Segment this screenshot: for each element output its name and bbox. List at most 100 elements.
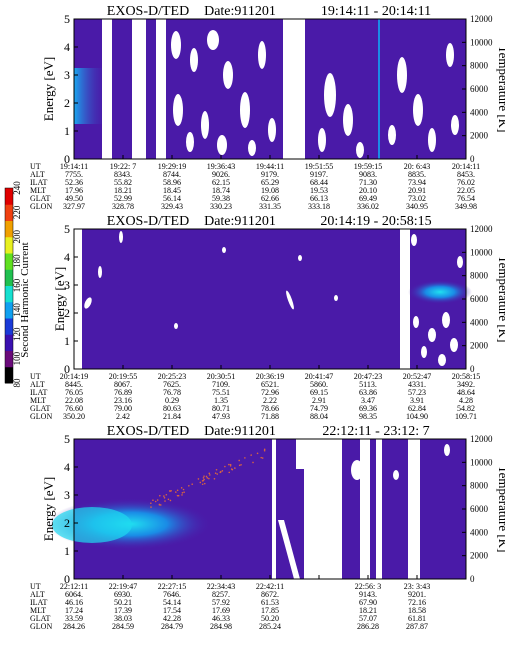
orbit-cell: 33.59: [65, 614, 83, 623]
orbit-row-label: ILAT: [30, 178, 47, 187]
speckle-dot: [240, 463, 242, 466]
y-right-tick-label: 2000: [470, 341, 489, 351]
orbit-cell: 17.85: [261, 606, 279, 615]
panel-1: EXOS-D/TED Date:911201 19:14:11 - 20:14:…: [30, 4, 505, 211]
orbit-cell: 19:36:43: [207, 162, 235, 171]
orbit-cell: 66.13: [310, 194, 328, 203]
y-right-tick-label: 12000: [470, 434, 493, 444]
orbit-cell: 284.59: [112, 622, 134, 631]
colorbar-cell: [5, 269, 13, 286]
orbit-cell: 63.86: [359, 388, 377, 397]
speckle-dot: [176, 489, 179, 492]
speckle-dot: [180, 487, 183, 489]
y-tick-label: 3: [64, 278, 70, 292]
y-right-tick-label: 6000: [470, 504, 489, 514]
speckle-dot: [229, 465, 232, 467]
orbit-cell: 20:36:19: [256, 372, 284, 381]
orbit-cell: 18.21: [359, 606, 377, 615]
orbit-cell: 78.66: [261, 404, 279, 413]
y-tick-label: 3: [64, 68, 70, 82]
orbit-cell: 18.74: [212, 186, 230, 195]
orbit-cell: 22:56: 3: [355, 582, 381, 591]
orbit-cell: 20: 6:43: [404, 162, 430, 171]
colorbar-cell: [5, 285, 13, 303]
orbit-cell: 69.15: [310, 388, 328, 397]
orbit-cell: 349.98: [455, 202, 477, 211]
speckle-dot: [169, 499, 172, 502]
orbit-cell: 6521.: [261, 380, 279, 389]
orbit-cell: 46.33: [212, 614, 230, 623]
orbit-cell: 19:59:15: [354, 162, 382, 171]
speckle-dot: [176, 494, 179, 497]
panel-2: EXOS-D/TED Date:911201 20:14:19 - 20:58:…: [30, 214, 505, 421]
orbit-cell: 17.69: [212, 606, 230, 615]
orbit-row-label: UT: [30, 582, 41, 591]
speckle-dot: [263, 448, 266, 451]
orbit-cell: 59.38: [212, 194, 230, 203]
orbit-cell: 4331.: [408, 380, 426, 389]
y-tick-label: 5: [64, 12, 70, 26]
panel-3-orbit-table: UTALTILATMLTGLATGLON22:12:116064.46.1617…: [30, 582, 430, 631]
speckle-dot: [228, 471, 231, 474]
y-right-tick-label: 10000: [470, 247, 493, 257]
y-right-tick-label: 8000: [470, 271, 489, 281]
y-right-tick-label: 0: [470, 574, 475, 584]
speckle-dot: [159, 494, 161, 497]
orbit-cell: 62.84: [408, 404, 426, 413]
orbit-cell: 19:14:11: [60, 162, 88, 171]
colorbar-cells: [4, 187, 14, 384]
speckle-dot: [228, 463, 230, 466]
speckle-dot: [260, 456, 263, 459]
y-right-tick-label: 0: [470, 154, 475, 164]
orbit-cell: 49.50: [65, 194, 83, 203]
orbit-cell: 88.04: [310, 412, 328, 421]
orbit-cell: 17.24: [65, 606, 83, 615]
orbit-cell: 104.90: [406, 412, 428, 421]
orbit-cell: 284.98: [210, 622, 232, 631]
panel-3-ylabel: Energy [eV]: [41, 477, 56, 541]
orbit-cell: 22.05: [457, 186, 475, 195]
orbit-cell: 57.23: [408, 388, 426, 397]
orbit-cell: 9083.: [359, 170, 377, 179]
orbit-cell: 76.60: [65, 404, 83, 413]
y-tick-label: 0: [64, 362, 70, 376]
orbit-row-label: ALT: [30, 170, 45, 179]
orbit-cell: 80.71: [212, 404, 230, 413]
orbit-cell: 7755.: [65, 170, 83, 179]
orbit-cell: 52.99: [114, 194, 132, 203]
orbit-row-label: UT: [30, 372, 41, 381]
orbit-cell: 73.02: [408, 194, 426, 203]
orbit-row-label: GLON: [30, 412, 52, 421]
orbit-cell: 7109.: [212, 380, 230, 389]
y-right-tick-label: 0: [470, 364, 475, 374]
panel-3-spectrogram: [48, 439, 466, 579]
orbit-row-label: ALT: [30, 590, 45, 599]
speckle-dot: [213, 477, 216, 480]
y-right-tick-label: 6000: [470, 294, 489, 304]
orbit-cell: 20:58:15: [452, 372, 480, 381]
speckle-dot: [209, 474, 211, 476]
orbit-cell: 57.07: [359, 614, 377, 623]
orbit-cell: 9026.: [212, 170, 230, 179]
orbit-cell: 8453.: [457, 170, 475, 179]
orbit-cell: 5860.: [310, 380, 328, 389]
y-right-tick-label: 6000: [470, 84, 489, 94]
y-tick-label: 0: [64, 572, 70, 586]
orbit-row-label: GLON: [30, 622, 52, 631]
orbit-cell: 20:25:23: [158, 372, 186, 381]
speckle-dot: [159, 504, 162, 506]
colorbar-cell: [5, 236, 13, 254]
panel-3-date: Date:911201: [204, 424, 276, 439]
orbit-cell: 284.79: [161, 622, 183, 631]
y-tick-label: 5: [64, 222, 70, 236]
speckle-dot: [158, 504, 161, 506]
orbit-cell: 68.44: [310, 178, 328, 187]
orbit-cell: 18.45: [163, 186, 181, 195]
orbit-cell: 17.39: [114, 606, 132, 615]
speckle-dot: [203, 478, 205, 481]
colorbar-cell: [5, 301, 13, 319]
orbit-cell: 3.47: [361, 396, 375, 405]
orbit-cell: 76.02: [457, 178, 475, 187]
